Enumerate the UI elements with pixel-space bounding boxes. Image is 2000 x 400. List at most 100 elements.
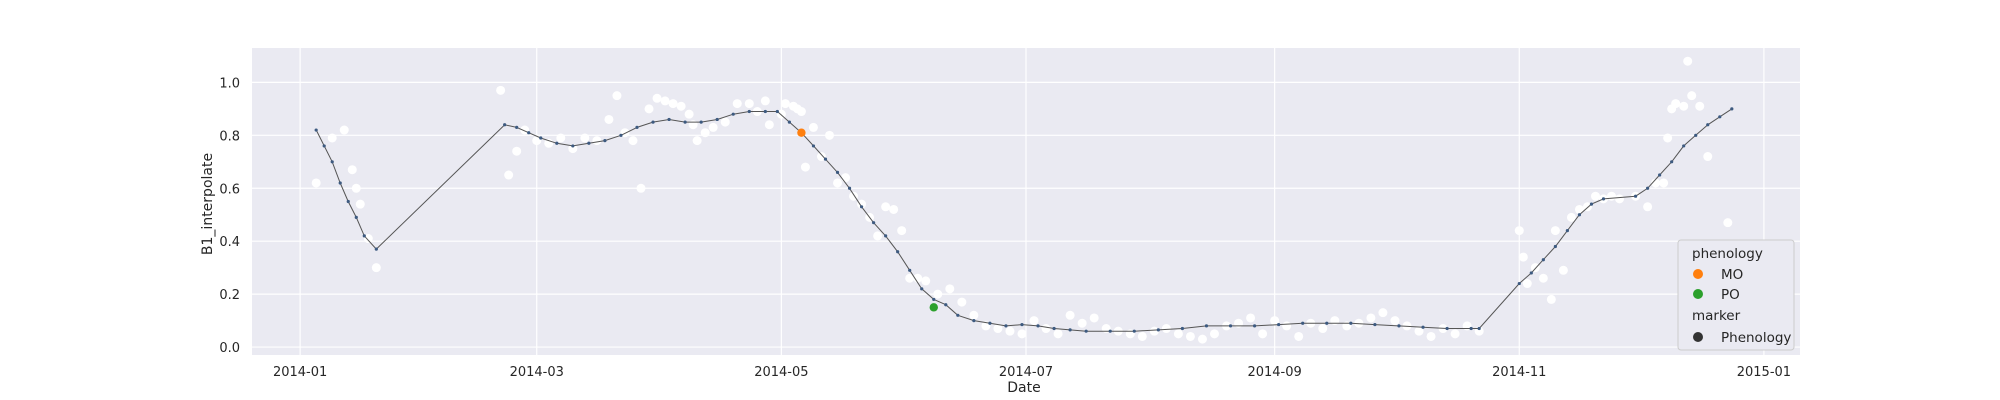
series-point	[747, 109, 751, 114]
series-point	[763, 109, 767, 114]
observation-point	[897, 226, 907, 236]
observation-point	[833, 178, 843, 188]
observation-point	[1426, 331, 1436, 341]
observation-point	[1065, 310, 1075, 320]
x-tick-label: 2015-01	[1737, 365, 1791, 380]
legend-phenology-label: Phenology	[1721, 330, 1791, 346]
y-axis-label: B1_interpolate	[200, 153, 216, 255]
observation-point	[1330, 316, 1340, 326]
interpolated-markers	[314, 107, 1734, 333]
observation-point	[604, 114, 614, 124]
observation-point	[1053, 329, 1063, 339]
observation-point	[720, 117, 730, 127]
series-point	[988, 321, 992, 325]
series-point	[619, 133, 623, 137]
observation-point	[1294, 331, 1304, 341]
observation-point	[700, 128, 710, 138]
observation-point	[327, 133, 337, 143]
observation-point	[347, 165, 357, 175]
series-point	[823, 157, 828, 161]
series-point	[587, 141, 591, 145]
legend-po-label: PO	[1721, 287, 1740, 303]
observation-point	[580, 133, 590, 143]
series-point	[1706, 123, 1710, 127]
series-point	[362, 234, 366, 238]
observation-point	[1378, 308, 1388, 318]
observation-point	[1197, 334, 1207, 344]
observation-point	[1679, 101, 1689, 111]
series-point	[338, 181, 342, 185]
series-point	[1373, 322, 1377, 327]
observation-point	[1695, 101, 1705, 111]
observation-point	[644, 104, 654, 114]
series-point	[503, 123, 507, 127]
observation-point	[857, 199, 867, 209]
observation-point	[1522, 279, 1532, 289]
series-point	[1301, 321, 1305, 325]
series-point	[908, 268, 912, 272]
series-point	[1277, 322, 1281, 327]
observation-point	[913, 273, 923, 283]
series-point	[527, 131, 531, 135]
legend-po-marker	[1693, 289, 1703, 299]
series-point	[1068, 328, 1072, 332]
series-point	[835, 170, 840, 174]
observation-point	[355, 199, 365, 209]
series-point	[932, 297, 936, 302]
series-point	[847, 186, 852, 190]
observation-point	[796, 107, 806, 117]
series-point	[1228, 324, 1233, 328]
series-point	[1553, 244, 1557, 249]
series-point	[731, 112, 735, 116]
series-point	[1565, 229, 1569, 233]
x-tick-label: 2014-09	[1247, 365, 1301, 380]
y-tick-label: 0.6	[219, 182, 240, 197]
observation-point	[1546, 294, 1556, 304]
y-tick-label: 0.2	[219, 288, 240, 303]
series-point	[1204, 324, 1209, 328]
series-point	[322, 144, 326, 148]
x-tick-label: 2014-11	[1492, 365, 1546, 380]
observation-point	[780, 99, 790, 109]
observation-point	[881, 202, 891, 212]
observation-point	[1017, 329, 1027, 339]
observation-point	[1137, 331, 1147, 341]
observation-point	[1258, 329, 1268, 339]
observation-point	[1209, 329, 1219, 339]
observation-point	[636, 183, 646, 193]
series-point	[1252, 324, 1257, 328]
observation-point	[1089, 313, 1099, 323]
observation-point	[1041, 324, 1051, 334]
series-point	[555, 141, 559, 145]
series-point	[515, 125, 519, 129]
series-point	[1156, 328, 1160, 332]
observation-point	[660, 96, 670, 106]
observation-point	[1005, 326, 1015, 336]
observation-point	[889, 204, 899, 214]
observation-point	[1514, 226, 1524, 236]
observation-point	[1671, 99, 1681, 109]
observation-point	[981, 321, 991, 331]
observation-point	[1270, 316, 1280, 326]
legend-mo-label: MO	[1721, 267, 1743, 283]
y-tick-label: 0.0	[219, 341, 240, 356]
observation-point	[824, 130, 834, 140]
x-axis: 2014-01 2014-03 2014-05 2014-07 2014-09 2014-…	[273, 365, 1791, 380]
series-point	[1529, 271, 1533, 275]
legend-mo-marker	[1693, 269, 1703, 279]
x-tick-label: 2014-07	[999, 365, 1053, 380]
legend-title-phenology: phenology	[1692, 246, 1763, 262]
observation-point	[652, 93, 662, 103]
y-tick-label: 0.8	[219, 129, 240, 144]
series-point	[1730, 107, 1734, 111]
series-point	[699, 120, 703, 124]
series-point	[1682, 144, 1686, 148]
phenology-points	[797, 128, 938, 312]
observation-point	[808, 122, 818, 132]
x-axis-label: Date	[1007, 380, 1040, 396]
observation-point	[371, 263, 381, 273]
observation-point	[1161, 324, 1171, 334]
phenology-point-mo	[797, 128, 806, 137]
observation-point	[921, 276, 931, 286]
observation-point	[351, 183, 361, 193]
